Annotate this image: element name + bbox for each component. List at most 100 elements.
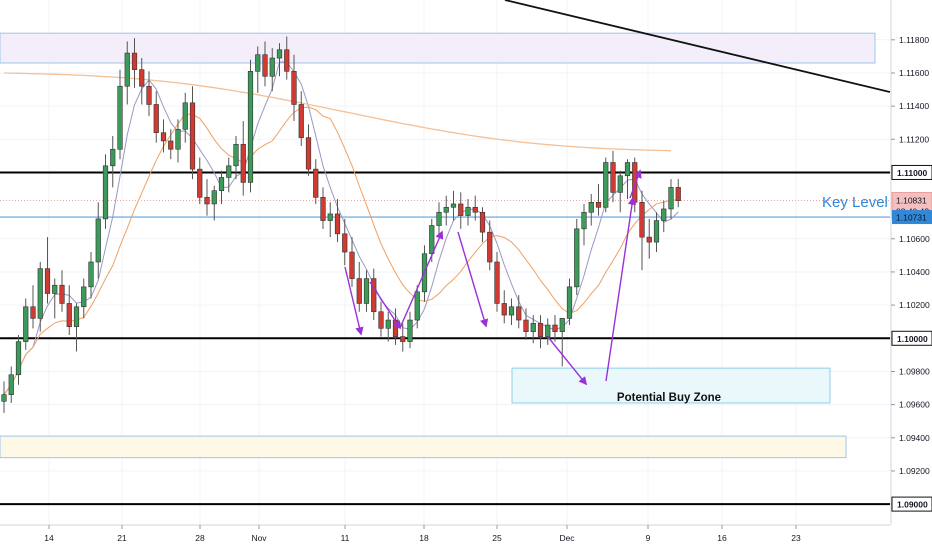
candle-body xyxy=(639,202,645,238)
candle-body xyxy=(305,137,312,170)
candle-body xyxy=(443,206,449,213)
supply-zone xyxy=(0,32,876,64)
candle-body xyxy=(291,71,297,105)
time-tick-label: 28 xyxy=(195,533,205,543)
arrow xyxy=(629,169,642,199)
price-tick-label: 1.09800 xyxy=(899,366,930,376)
candle-body xyxy=(574,228,580,288)
drawings-layer xyxy=(344,0,891,386)
candle-body xyxy=(675,187,681,201)
levels-layer xyxy=(0,171,890,506)
candle-body xyxy=(530,323,536,332)
buy-zone-label: Potential Buy Zone xyxy=(617,392,721,404)
candle-body xyxy=(189,102,196,170)
candle-body xyxy=(559,318,565,332)
level-badge-text: 1.09000 xyxy=(897,500,928,510)
candle-body xyxy=(400,336,406,342)
candle-body xyxy=(516,306,522,321)
arrow xyxy=(344,266,364,336)
candle-body xyxy=(581,211,587,230)
price-tick-label: 1.10400 xyxy=(899,267,930,277)
candle-body xyxy=(255,54,261,72)
candle-body xyxy=(88,261,94,288)
candle-body xyxy=(102,165,109,220)
price-axis: 1.11800 1.11600 1.11400 1.11200 1.11000 1.106… xyxy=(890,0,932,550)
time-tick-label: 14 xyxy=(44,533,54,543)
candle-body xyxy=(59,284,65,304)
candle-body xyxy=(73,306,80,327)
level-badge xyxy=(891,496,932,512)
candle-body xyxy=(204,197,210,205)
candle-body xyxy=(175,129,181,150)
candle-body xyxy=(342,233,348,253)
candle-body xyxy=(624,162,631,177)
candle-body xyxy=(363,278,370,304)
candle-body xyxy=(653,220,660,243)
candle-body xyxy=(334,213,341,235)
demand-zone xyxy=(0,435,847,459)
trend-line xyxy=(504,0,891,93)
candle-body xyxy=(117,85,123,150)
candle-body xyxy=(371,278,377,313)
time-tick-label: Nov xyxy=(251,533,267,543)
candle-body xyxy=(168,140,174,150)
candle-body xyxy=(233,143,239,167)
candle-body xyxy=(566,286,573,319)
level-badge xyxy=(891,330,932,346)
candle-body xyxy=(124,52,130,87)
candle-body xyxy=(23,306,29,342)
candle-body xyxy=(66,303,72,327)
candle-body xyxy=(226,165,232,178)
candle-body xyxy=(494,261,500,304)
candle-body xyxy=(610,162,616,193)
time-axis: 14 21 28 Nov 11 18 25 Dec 9 16 23 xyxy=(0,524,932,550)
time-tick-label: Dec xyxy=(559,533,575,543)
moving-averages-layer xyxy=(3,61,679,395)
candle-body xyxy=(262,54,268,77)
arrow xyxy=(399,230,444,329)
candle-body xyxy=(81,286,87,308)
candle-body xyxy=(37,268,43,319)
candle-body xyxy=(603,162,609,208)
time-tick-label: 9 xyxy=(646,533,651,543)
arrow xyxy=(605,196,637,382)
candle-body xyxy=(617,175,623,193)
candle-body xyxy=(479,211,486,233)
candle-body xyxy=(356,278,362,304)
candle-body xyxy=(508,306,515,316)
buy-zone-box xyxy=(511,367,831,404)
candle-body xyxy=(197,168,203,198)
candle-body xyxy=(407,319,413,342)
candle-body xyxy=(276,49,283,59)
level-badge xyxy=(891,164,932,180)
last-price-text: 1.10831 xyxy=(896,195,927,205)
candle-body xyxy=(160,132,167,142)
time-tick-label: 23 xyxy=(791,533,801,543)
time-tick-label: 16 xyxy=(717,533,727,543)
arrow xyxy=(369,281,401,330)
candle-body xyxy=(30,306,36,319)
key-level-badge xyxy=(892,210,932,225)
candle-body xyxy=(661,208,667,221)
candle-body xyxy=(95,218,101,263)
ma-fast-line xyxy=(3,61,679,395)
candle-body xyxy=(110,148,116,167)
candle-body xyxy=(146,85,152,105)
arrow xyxy=(457,231,489,328)
price-tick-label: 1.11400 xyxy=(899,101,929,111)
ma-slow-line xyxy=(3,72,672,152)
price-tick-label: 1.11200 xyxy=(899,134,929,144)
axis-corner xyxy=(891,524,932,550)
ma-mid-line xyxy=(3,106,679,395)
candle-body xyxy=(668,187,674,210)
candle-body xyxy=(595,202,602,208)
candle-body xyxy=(545,324,551,337)
candle-body xyxy=(537,323,544,337)
candle-body xyxy=(378,311,384,329)
time-tick-label: 18 xyxy=(419,533,429,543)
candle-body xyxy=(320,197,326,221)
candle-body xyxy=(523,319,529,332)
candle-body xyxy=(153,104,159,133)
candle-body xyxy=(15,341,22,376)
